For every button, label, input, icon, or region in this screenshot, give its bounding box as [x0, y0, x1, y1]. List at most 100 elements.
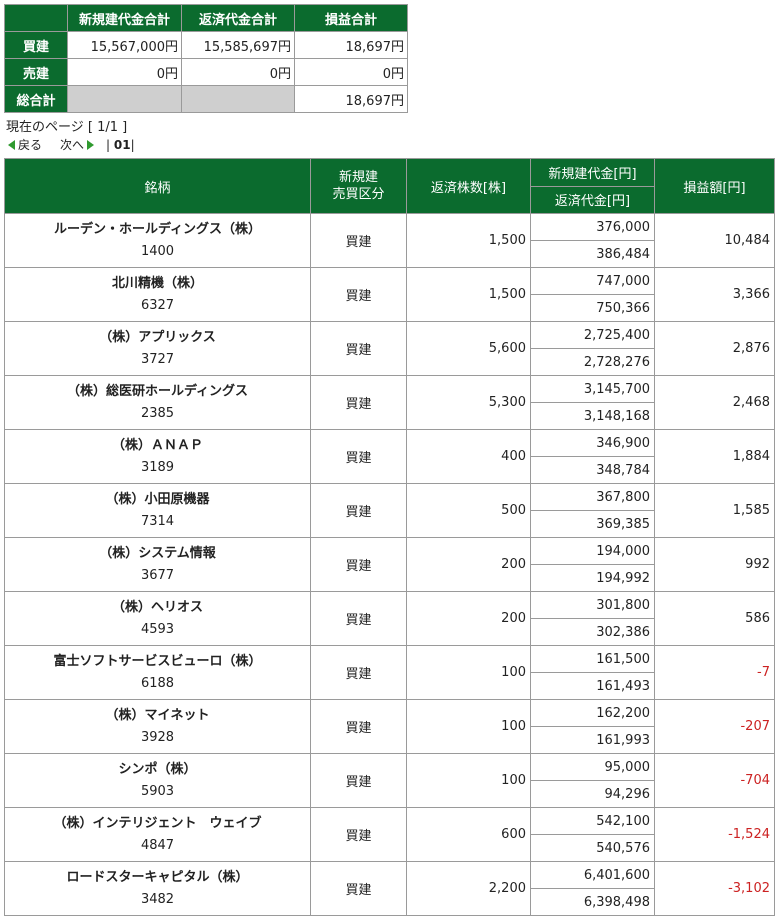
header-side-line2: 売買区分 [332, 187, 385, 202]
stock-code: 3928 [140, 729, 175, 745]
trade-side: 買建 [310, 321, 407, 376]
summary-repay-total-empty [181, 85, 295, 113]
table-row-sub: 3,148,168 [5, 402, 775, 430]
summary-new-total: 15,567,000円 [67, 31, 182, 59]
positions-table: 銘柄 新規建 売買区分 返済株数[株] 新規建代金[円] 損益額[円] 返済代金… [4, 158, 775, 916]
repay-qty: 100 [406, 645, 531, 700]
stock-code: 4847 [140, 837, 175, 853]
new-amount: 376,000 [530, 213, 655, 241]
stock-name-cell: シンポ（株） 5903 [4, 753, 311, 808]
trade-side: 買建 [310, 429, 407, 484]
repay-amount: 750,366 [530, 294, 655, 322]
table-row-sub: 6,398,498 [5, 888, 775, 916]
profit-loss: -7 [654, 645, 775, 700]
table-row-sub: 540,576 [5, 834, 775, 862]
profit-loss: -3,102 [654, 861, 775, 916]
repay-qty: 100 [406, 753, 531, 808]
repay-qty: 100 [406, 699, 531, 754]
stock-name-cell: ロードスターキャピタル（株） 3482 [4, 861, 311, 916]
header-amount-new: 新規建代金[円] [530, 158, 655, 187]
stock-code: 4593 [140, 621, 175, 637]
trade-side: 買建 [310, 483, 407, 538]
stock-name: （株）アプリックス [99, 329, 216, 345]
new-amount: 747,000 [530, 267, 655, 295]
new-amount: 367,800 [530, 483, 655, 511]
trade-side: 買建 [310, 807, 407, 862]
repay-amount: 3,148,168 [530, 402, 655, 430]
trade-side: 買建 [310, 645, 407, 700]
new-amount: 161,500 [530, 645, 655, 673]
summary-header-row: 新規建代金合計 返済代金合計 損益合計 [4, 4, 408, 32]
repay-qty: 1,500 [406, 213, 531, 268]
summary-corner [4, 4, 68, 32]
new-amount: 542,100 [530, 807, 655, 835]
positions-header-row-2: 返済代金[円] [5, 185, 775, 214]
header-amount-repay: 返済代金[円] [530, 185, 655, 214]
summary-pl-total: 18,697円 [294, 85, 408, 113]
page-number-link[interactable]: 01 [113, 137, 131, 152]
page-separator: | [106, 137, 111, 152]
profit-loss: -1,524 [654, 807, 775, 862]
profit-loss: 10,484 [654, 213, 775, 268]
summary-row-label: 売建 [4, 58, 68, 86]
repay-amount: 161,993 [530, 726, 655, 754]
stock-name-cell: （株）総医研ホールディングス 2385 [4, 375, 311, 430]
profit-loss: 2,468 [654, 375, 775, 430]
summary-header-repay-total: 返済代金合計 [181, 4, 295, 32]
table-row-sub: 161,493 [5, 672, 775, 700]
table-row: （株）システム情報 3677 買建 200 194,000 992 [4, 537, 775, 592]
stock-code: 3727 [140, 351, 175, 367]
repay-amount: 540,576 [530, 834, 655, 862]
repay-amount: 94,296 [530, 780, 655, 808]
trade-side: 買建 [310, 699, 407, 754]
profit-loss: 3,366 [654, 267, 775, 322]
repay-amount: 386,484 [530, 240, 655, 268]
stock-code: 6188 [140, 675, 175, 691]
pagination-nav: 戻る 次へ | 01| [8, 136, 135, 153]
header-name: 銘柄 [4, 158, 311, 214]
table-row-sub: 94,296 [5, 780, 775, 808]
table-row-sub: 750,366 [5, 294, 775, 322]
table-row: （株）アプリックス 3727 買建 5,600 2,725,400 2,876 [4, 321, 775, 376]
table-row: （株）総医研ホールディングス 2385 買建 5,300 3,145,700 2,468 [4, 375, 775, 430]
table-row-sub: 369,385 [5, 510, 775, 538]
new-amount: 194,000 [530, 537, 655, 565]
table-row: ロードスターキャピタル（株） 3482 買建 2,200 6,401,600 -3,102 [4, 861, 775, 916]
stock-code: 3189 [140, 459, 175, 475]
summary-row-label: 総合計 [4, 85, 68, 113]
trade-side: 買建 [310, 267, 407, 322]
table-row: 北川精機（株） 6327 買建 1,500 747,000 3,366 [4, 267, 775, 322]
header-pl: 損益額[円] [654, 158, 775, 214]
profit-loss: 1,585 [654, 483, 775, 538]
repay-amount: 348,784 [530, 456, 655, 484]
stock-name: ロードスターキャピタル（株） [66, 869, 249, 885]
new-amount: 95,000 [530, 753, 655, 781]
repay-qty: 200 [406, 591, 531, 646]
profit-loss: -704 [654, 753, 775, 808]
stock-code: 5903 [140, 783, 175, 799]
new-amount: 301,800 [530, 591, 655, 619]
trade-side: 買建 [310, 375, 407, 430]
stock-name-cell: （株）小田原機器 7314 [4, 483, 311, 538]
summary-row-label: 買建 [4, 31, 68, 59]
stock-code: 1400 [140, 243, 175, 259]
stock-name: （株）ヘリオス [111, 599, 203, 615]
summary-pl-total: 0円 [294, 58, 408, 86]
stock-name-cell: （株）ＡＮＡＰ 3189 [4, 429, 311, 484]
table-row: （株）マイネット 3928 買建 100 162,200 -207 [4, 699, 775, 754]
stock-name: （株）マイネット [105, 707, 210, 723]
next-page-link[interactable]: 次へ [60, 136, 95, 153]
arrow-left-icon [8, 139, 15, 150]
stock-name-cell: 北川精機（株） 6327 [4, 267, 311, 322]
summary-table: 新規建代金合計 返済代金合計 損益合計 買建 15,567,000円 15,58… [4, 4, 408, 113]
stock-code: 6327 [140, 297, 175, 313]
new-amount: 162,200 [530, 699, 655, 727]
stock-name: （株）総医研ホールディングス [66, 383, 249, 399]
prev-page-link[interactable]: 戻る [8, 136, 42, 153]
arrow-right-icon [87, 139, 95, 150]
page-number-bar: | 01| [106, 138, 135, 152]
table-row: （株）ＡＮＡＰ 3189 買建 400 346,900 1,884 [4, 429, 775, 484]
summary-new-total: 0円 [67, 58, 182, 86]
repay-amount: 6,398,498 [530, 888, 655, 916]
summary-row-buy: 買建 15,567,000円 15,585,697円 18,697円 [4, 31, 408, 59]
